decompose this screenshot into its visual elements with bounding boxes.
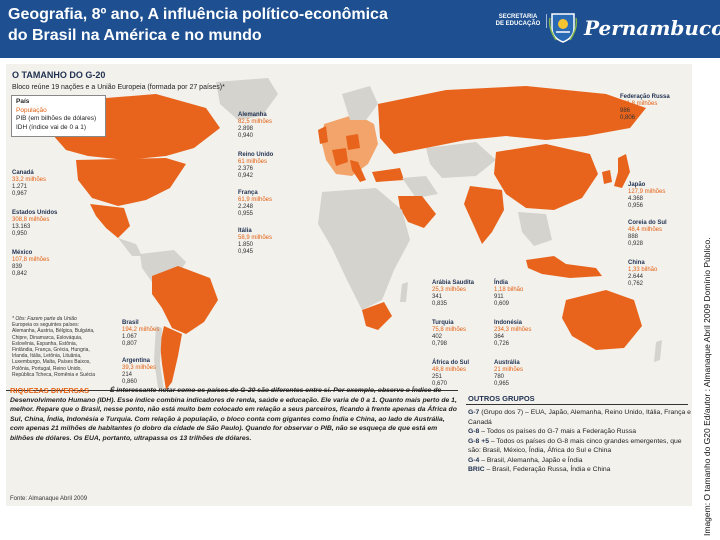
map-legend: País População PIB (em bilhões de dólare… [11,95,106,137]
ue-note-text: Europeia os seguintes países: Alemanha, … [12,322,96,378]
chile-shape [154,326,164,390]
label-japao: Japão 127,9 milhões 4.368 0,956 [628,182,666,209]
legend-idh: IDH (índice vai de 0 a 1) [16,123,87,131]
label-indonesia: Indonésia 234,3 milhões 364 0,726 [494,320,532,347]
label-coreia-sul: Coreia do Sul 48,4 milhões 888 0,928 [628,220,667,247]
grupo-g4: G-4 – Brasil, Alemanha, Japão e Índia [468,456,583,464]
madagascar-shape [400,282,408,302]
pernambuco-crest-icon [548,13,578,43]
label-turquia: Turquia 75,8 milhões 402 0,798 [432,320,467,347]
central-asia-other-shape [426,142,496,178]
ue-note-head: * Obs: Fazem parte da União [12,316,77,322]
label-alemanha: Alemanha 82,5 milhões 2.898 0,940 [238,112,273,139]
china-shape [494,144,598,210]
greenland-shape [216,78,278,120]
ue-note: * Obs: Fazem parte da União Europeia os … [12,316,98,378]
page-title-line1: Geografia, 8º ano, A influência político… [8,6,388,23]
legend-populacao: População [16,106,47,114]
usa-shape [76,158,186,206]
label-italia: Itália 58,9 milhões 1.850 0,945 [238,228,273,255]
legend-pib: PIB (em bilhões de dólares) [16,115,97,122]
outros-grupos-list: G-7 (Grupo dos 7) – EUA, Japão, Alemanha… [468,408,692,475]
uk-shape [318,126,328,144]
label-africa-sul: África do Sul 48,8 milhões 251 0,670 [432,360,470,387]
map-title: O TAMANHO DO G-20 [12,70,106,80]
germany-shape [346,134,360,150]
page-title: Geografia, 8º ano, A influência político… [8,4,438,46]
saudi-arabia-shape [398,196,436,228]
japan-shape [614,154,630,188]
scandinavia-shape [342,86,378,120]
header-bar: Geografia, 8º ano, A influência político… [0,0,720,58]
map-subtitle: Bloco reúne 19 nações e a União Europeia… [12,84,225,91]
pernambuco-logo-text: Pernambuco [584,16,720,40]
india-shape [464,186,504,244]
page-title-line2: do Brasil na América e no mundo [8,27,262,44]
australia-shape [562,290,642,350]
riquezas-title: RIQUEZAS DIVERSAS [10,386,90,395]
label-australia: Austrália 21 milhões 780 0,965 [494,360,524,387]
divider-riquezas [6,390,458,391]
italy-shape [350,160,366,182]
label-reino-unido: Reino Unido 61 milhões 2.376 0,942 [238,152,274,179]
label-arabia-saudita: Arábia Saudita 25,3 milhões 341 0,835 [432,280,475,307]
outros-grupos-title: OUTROS GRUPOS [468,394,535,403]
indonesia-shape [526,256,602,278]
grupo-g8: G-8 – Todos os países do G-7 mais a Fede… [468,428,637,435]
central-america-shape [118,238,142,256]
legend-pais: País [16,98,30,105]
g20-map-panel: O TAMANHO DO G-20 Bloco reúne 19 nações … [6,64,692,506]
pernambuco-logo: Pernambuco [584,10,720,50]
source-note: Fonte: Almanaque Abril 2009 [10,496,88,502]
image-credit: Imagem: O tamanho do G20 Ed/autor : Alma… [702,237,712,536]
label-russia: Federação Russa 141,8 milhões 986 0,806 [620,94,670,121]
africa-other-shape [318,188,410,310]
south-africa-shape [362,302,392,330]
label-franca: França 61,9 milhões 2.248 0,955 [238,190,273,217]
south-korea-shape [602,170,612,184]
label-canada: Canadá 33,2 milhões 1.271 0,967 [12,170,47,197]
mexico-shape [90,204,130,238]
argentina-shape [160,326,182,390]
label-brasil: Brasil 194,2 milhões 1.067 0,807 [122,320,160,347]
brazil-shape [152,266,218,334]
turkey-shape [372,168,404,182]
riquezas-text: É interessante notar como os países do G… [10,387,457,442]
grupo-g7: G-7 (Grupo dos 7) – EUA, Japão, Alemanha… [468,409,691,426]
label-argentina: Argentina 39,3 milhões 214 0,860 [122,358,157,385]
label-china: China 1,33 bilhão 2.644 0,762 [628,260,658,287]
middle-east-other-shape [402,176,438,198]
france-shape [332,148,348,166]
label-india: Índia 1,18 bilhão 911 0,609 [494,280,524,307]
russia-shape [378,86,646,154]
grupo-bric: BRIC – Brasil, Federação Russa, Índia e … [468,466,611,473]
outros-grupos-divider [466,404,688,405]
se-asia-other-shape [518,212,552,246]
grupo-g8-plus5: G-8 +5 – Todos os países do G-8 mais cin… [468,437,682,455]
label-eua: Estados Unidos 308,8 milhões 13.163 0,950 [12,210,58,237]
secretaria-educacao-logo: SECRETARIA DE EDUCAÇÃO [494,14,547,28]
new-zealand-shape [654,340,662,362]
label-mexico: México 107,8 milhões 839 0,842 [12,250,50,277]
